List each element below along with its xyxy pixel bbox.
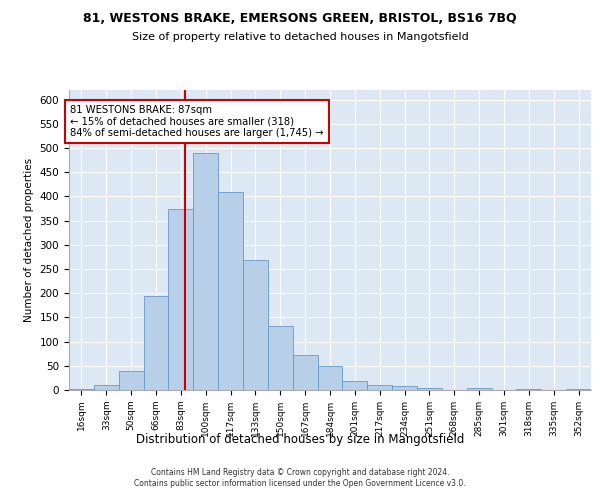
Text: 81 WESTONS BRAKE: 87sqm
← 15% of detached houses are smaller (318)
84% of semi-d: 81 WESTONS BRAKE: 87sqm ← 15% of detache… <box>70 104 324 138</box>
Bar <box>293 354 317 390</box>
Text: 81, WESTONS BRAKE, EMERSONS GREEN, BRISTOL, BS16 7BQ: 81, WESTONS BRAKE, EMERSONS GREEN, BRIST… <box>83 12 517 26</box>
Bar <box>317 366 343 390</box>
Bar <box>143 296 169 390</box>
Y-axis label: Number of detached properties: Number of detached properties <box>24 158 34 322</box>
Text: Distribution of detached houses by size in Mangotsfield: Distribution of detached houses by size … <box>136 432 464 446</box>
Bar <box>268 326 293 390</box>
Bar <box>243 260 268 390</box>
Bar <box>392 386 417 390</box>
Bar <box>94 385 119 390</box>
Bar <box>467 388 491 390</box>
Bar <box>566 389 591 390</box>
Bar <box>119 370 143 390</box>
Bar <box>343 382 367 390</box>
Bar <box>517 389 541 390</box>
Bar <box>417 388 442 390</box>
Bar <box>193 153 218 390</box>
Bar <box>169 208 193 390</box>
Bar <box>69 389 94 390</box>
Text: Contains HM Land Registry data © Crown copyright and database right 2024.
Contai: Contains HM Land Registry data © Crown c… <box>134 468 466 487</box>
Text: Size of property relative to detached houses in Mangotsfield: Size of property relative to detached ho… <box>131 32 469 42</box>
Bar <box>367 385 392 390</box>
Bar <box>218 192 243 390</box>
